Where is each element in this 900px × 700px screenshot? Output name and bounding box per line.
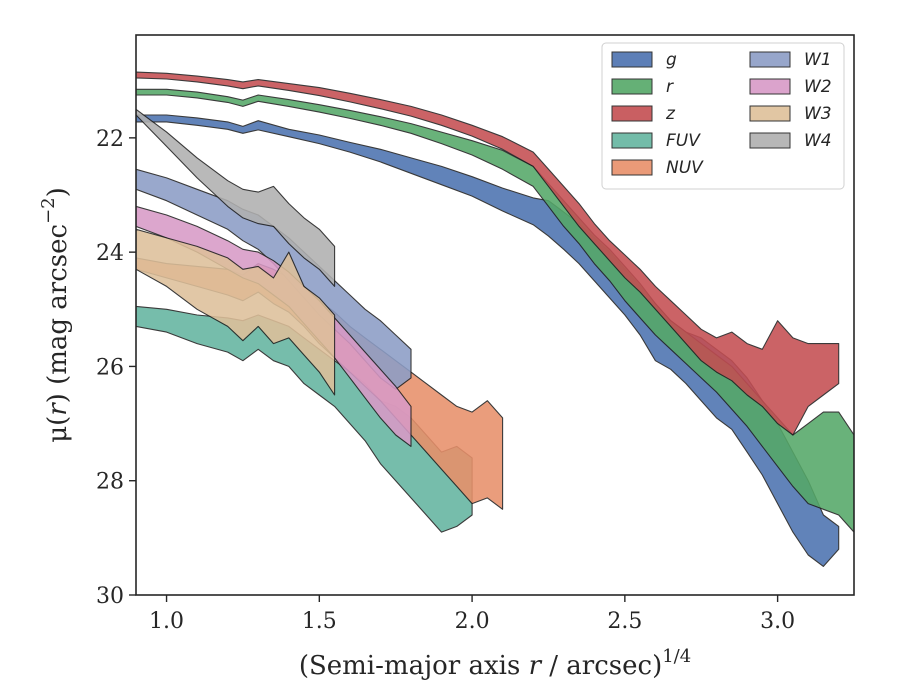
x-axis-label-variable: r	[529, 651, 543, 681]
legend-swatch-nuv	[611, 159, 653, 176]
y-axis-label: μ(r) (mag arcsec−2)	[38, 187, 73, 443]
y-axis-label-part: μ(	[43, 416, 73, 443]
x-axis-ticks: 1.0 1.5 2.0 2.5 3.0	[149, 595, 795, 634]
x-tick-label: 2.0	[455, 609, 490, 634]
band-z	[136, 71, 840, 436]
band-w4	[136, 108, 336, 287]
plot-frame	[135, 34, 855, 596]
legend-label-nuv: NUV	[666, 158, 704, 178]
legend-label-w1: W1	[804, 50, 832, 70]
y-tick-label: 26	[96, 355, 124, 380]
legend-label-g: g	[666, 50, 677, 70]
legend-swatch-w2	[749, 78, 791, 95]
legend-swatch-z	[611, 105, 653, 122]
band-w3	[136, 228, 336, 396]
y-tick-label: 22	[96, 127, 124, 152]
y-tick-label: 24	[96, 241, 124, 266]
legend: grz FUV NUV W1 W2 W3 W4	[601, 42, 845, 190]
y-axis-label-variable: r	[43, 402, 73, 416]
legend-entries: grz FUV NUV W1 W2 W3 W4	[611, 50, 832, 178]
legend-label-r: r	[666, 77, 674, 97]
legend-swatch-w3	[749, 105, 791, 122]
profile-bands	[136, 71, 854, 567]
legend-label-w2: W2	[804, 77, 832, 97]
y-tick-label: 28	[96, 470, 124, 495]
legend-swatch-w4	[749, 132, 791, 149]
legend-swatch-fuv	[611, 132, 653, 149]
x-axis-label-exponent: 1/4	[662, 646, 691, 667]
legend-label-fuv: FUV	[666, 131, 701, 151]
legend-label-z: z	[665, 104, 676, 124]
legend-swatch-r	[611, 78, 653, 95]
legend-swatch-w1	[749, 51, 791, 68]
y-axis-label-part: )	[43, 187, 73, 197]
x-tick-label: 3.0	[760, 609, 795, 634]
band-r	[136, 88, 854, 533]
legend-swatch-g	[611, 51, 653, 68]
x-axis-label: (Semi-major axis r / arcsec)1/4	[299, 646, 691, 681]
x-tick-label: 1.0	[149, 609, 184, 634]
y-axis-ticks: 22 24 26 28 30	[96, 127, 136, 609]
legend-label-w3: W3	[804, 104, 832, 124]
x-tick-label: 2.5	[607, 609, 642, 634]
y-axis-label-part: ) (mag arcsec	[43, 224, 73, 403]
legend-label-w4: W4	[804, 131, 832, 151]
x-tick-label: 1.5	[302, 609, 337, 634]
y-axis-label-exponent: −2	[38, 197, 59, 224]
x-axis-label-part: (Semi-major axis	[299, 651, 529, 681]
y-tick-label: 30	[96, 584, 124, 609]
x-axis-label-part: / arcsec)	[541, 651, 662, 681]
